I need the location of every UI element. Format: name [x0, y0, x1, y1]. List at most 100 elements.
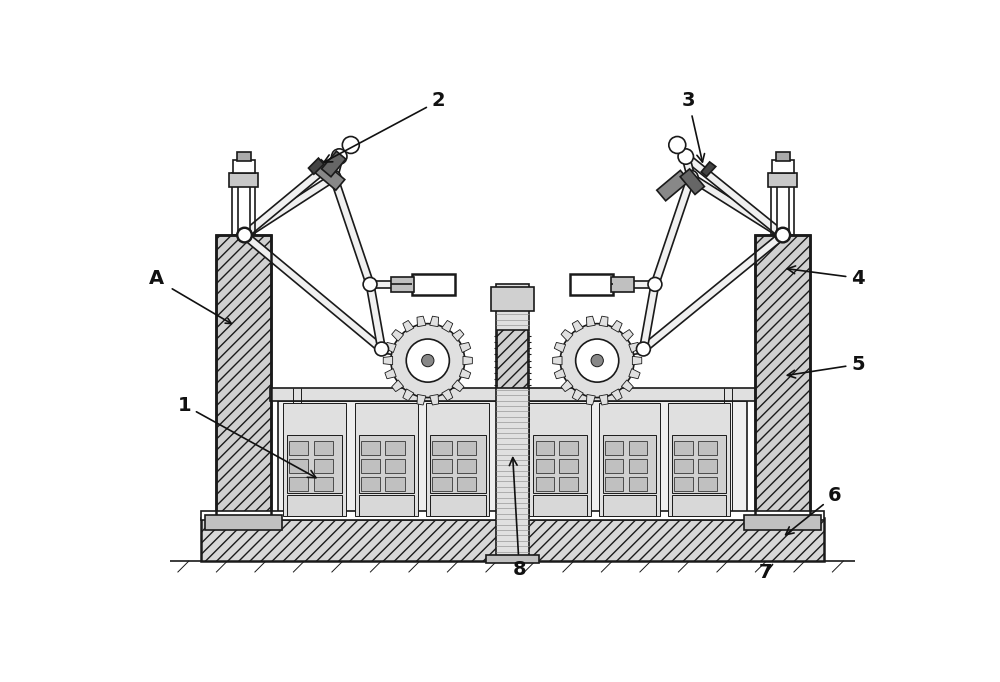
Bar [289, 477, 308, 491]
Bar [744, 515, 820, 530]
Bar [611, 277, 634, 292]
Bar [680, 169, 704, 194]
Bar [533, 494, 587, 516]
Bar [672, 494, 726, 516]
Bar [603, 435, 656, 493]
Bar [605, 441, 623, 456]
Bar [432, 459, 452, 473]
Polygon shape [689, 174, 785, 238]
Polygon shape [613, 280, 655, 288]
Bar [201, 518, 824, 561]
Circle shape [342, 136, 359, 153]
Bar [536, 441, 554, 456]
Polygon shape [385, 342, 396, 353]
Bar [432, 441, 452, 456]
Bar [559, 459, 578, 473]
Polygon shape [682, 155, 695, 178]
Polygon shape [381, 345, 461, 364]
Polygon shape [242, 153, 342, 238]
Bar [229, 173, 258, 188]
Text: 8: 8 [509, 458, 526, 578]
Polygon shape [452, 380, 464, 391]
Polygon shape [459, 342, 471, 353]
Bar [629, 477, 647, 491]
Bar [657, 170, 689, 201]
Polygon shape [392, 380, 404, 391]
Polygon shape [561, 329, 573, 341]
Circle shape [238, 228, 251, 242]
Bar [322, 151, 346, 177]
Bar [391, 277, 414, 292]
Bar [412, 273, 455, 295]
Polygon shape [463, 356, 472, 365]
Polygon shape [452, 329, 464, 341]
Polygon shape [554, 369, 566, 379]
Circle shape [669, 136, 686, 153]
Polygon shape [561, 380, 573, 391]
Bar [314, 441, 333, 456]
Polygon shape [629, 342, 640, 353]
Bar [674, 441, 693, 456]
Bar [777, 173, 789, 235]
Polygon shape [611, 389, 622, 401]
Polygon shape [403, 389, 414, 401]
Polygon shape [586, 316, 595, 327]
Polygon shape [308, 158, 324, 174]
Polygon shape [430, 394, 439, 405]
Circle shape [560, 324, 634, 398]
Bar [486, 555, 539, 563]
Bar [430, 494, 486, 516]
Circle shape [327, 170, 341, 184]
Bar [238, 173, 250, 235]
Circle shape [576, 339, 619, 382]
Polygon shape [629, 369, 640, 379]
Polygon shape [366, 284, 385, 350]
Polygon shape [392, 329, 404, 341]
Circle shape [391, 324, 465, 398]
Bar [755, 235, 810, 520]
Bar [216, 235, 271, 520]
Bar [201, 511, 824, 520]
Circle shape [648, 278, 662, 291]
Bar [361, 477, 380, 491]
Circle shape [422, 355, 434, 367]
Text: 4: 4 [787, 266, 865, 288]
Bar [599, 403, 660, 516]
Polygon shape [242, 232, 384, 352]
Circle shape [363, 278, 377, 291]
Circle shape [776, 228, 790, 242]
Polygon shape [442, 321, 453, 332]
Bar [287, 494, 342, 516]
Bar [361, 441, 380, 456]
Polygon shape [572, 321, 583, 332]
Polygon shape [370, 280, 412, 288]
Polygon shape [330, 155, 343, 178]
Bar [497, 285, 528, 559]
Text: 3: 3 [682, 91, 705, 162]
Circle shape [237, 227, 252, 243]
Bar [698, 459, 717, 473]
Circle shape [375, 342, 389, 356]
Bar [385, 459, 405, 473]
Bar [205, 515, 282, 530]
Polygon shape [564, 345, 644, 364]
Circle shape [332, 149, 347, 164]
Bar [771, 173, 794, 235]
Polygon shape [632, 356, 642, 365]
Bar [768, 173, 797, 188]
Polygon shape [599, 316, 608, 327]
Bar [674, 477, 693, 491]
Bar [289, 459, 308, 473]
Bar [776, 152, 790, 161]
Polygon shape [554, 342, 566, 353]
Bar [772, 160, 794, 173]
Bar [605, 477, 623, 491]
Bar [629, 441, 647, 456]
Bar [629, 459, 647, 473]
Bar [385, 477, 405, 491]
Polygon shape [459, 369, 471, 379]
Text: 6: 6 [786, 486, 842, 535]
Bar [672, 435, 726, 493]
Bar [355, 403, 418, 516]
Bar [570, 273, 613, 295]
